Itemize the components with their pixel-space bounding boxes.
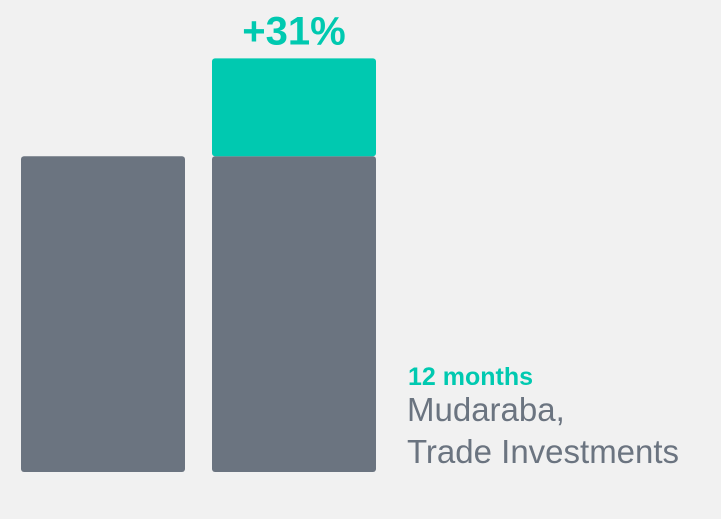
annotation-title: 12 months [408, 363, 533, 391]
annotation-line: Trade Investments [407, 433, 679, 470]
value-label: +31% [242, 9, 345, 53]
bar-segment [212, 58, 376, 157]
annotation-line: Mudaraba, [407, 391, 565, 428]
bar-segment [212, 156, 376, 473]
bar-segment [21, 156, 185, 473]
